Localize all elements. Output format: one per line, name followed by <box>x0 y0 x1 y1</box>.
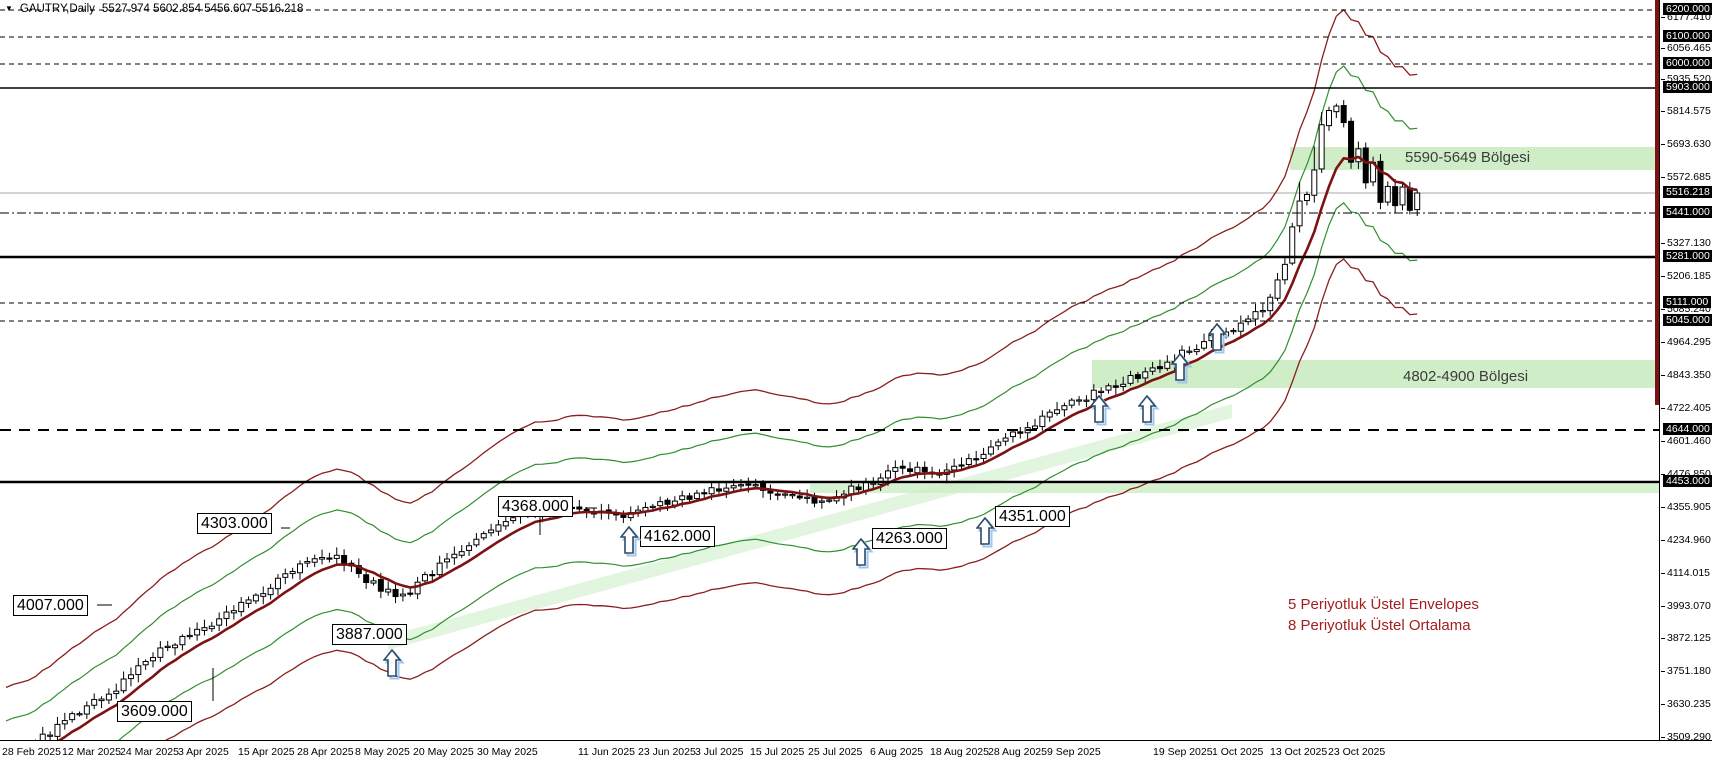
up-arrow-icon[interactable] <box>1170 352 1193 390</box>
price-tick-label: 5814.575 <box>1661 105 1711 117</box>
price-tick-label: 4601.460 <box>1661 435 1711 447</box>
price-tick-label: 3872.125 <box>1661 632 1711 644</box>
price-callout[interactable]: 4263.000 <box>872 528 947 549</box>
price-tick-label: 3630.235 <box>1661 698 1711 710</box>
price-tick-label: 5693.630 <box>1661 138 1711 150</box>
up-arrow-icon[interactable] <box>975 516 998 554</box>
price-level-label: 5281.000 <box>1663 250 1712 262</box>
axis-edge-marker <box>1655 0 1659 405</box>
price-level-label: 5441.000 <box>1663 206 1712 218</box>
support-band[interactable] <box>810 484 1659 493</box>
indicator-legend: 5 Periyotluk Üstel Envelopes 8 Periyotlu… <box>1288 594 1479 636</box>
date-label: 19 Sep 2025 <box>1153 746 1213 758</box>
price-tick-label: 4843.350 <box>1661 369 1711 381</box>
date-label: 13 Oct 2025 <box>1270 746 1328 758</box>
price-tick-label: 5206.185 <box>1661 270 1711 282</box>
date-label: 28 Feb 2025 <box>2 746 61 758</box>
date-label: 12 Mar 2025 <box>62 746 121 758</box>
date-label: 28 Aug 2025 <box>988 746 1047 758</box>
price-callout[interactable]: 3887.000 <box>332 624 407 645</box>
chart-plot-area[interactable] <box>0 0 1659 740</box>
symbol-period-label: GAUTRY,Daily <box>19 3 95 15</box>
price-axis[interactable]: 6177.410 6056.465 5935.520 5814.575 5693.630… <box>1659 0 1712 743</box>
date-label: 24 Mar 2025 <box>120 746 179 758</box>
up-arrow-icon[interactable] <box>1089 394 1112 432</box>
price-level-label: 6100.000 <box>1663 30 1712 42</box>
price-level-label: 5111.000 <box>1663 296 1712 308</box>
price-tick-label: 4964.295 <box>1661 336 1711 348</box>
price-tick-label: 4114.015 <box>1660 567 1711 579</box>
date-label: 30 May 2025 <box>477 746 538 758</box>
envelope-lower-inner <box>118 202 1418 740</box>
price-callout[interactable]: 4162.000 <box>640 526 715 547</box>
price-level-label: 4644.000 <box>1663 423 1712 435</box>
price-callout[interactable]: 4303.000 <box>197 513 272 534</box>
chart-title: ▼ GAUTRY,Daily 5527.974 5602.854 5456.60… <box>5 3 303 15</box>
ohlc-values: 5527.974 5602.854 5456.607 5516.218 <box>101 3 304 15</box>
date-label: 23 Oct 2025 <box>1328 746 1386 758</box>
date-label: 15 Apr 2025 <box>238 746 295 758</box>
price-callout[interactable]: 4368.000 <box>498 496 573 517</box>
date-label: 6 Aug 2025 <box>870 746 924 758</box>
up-arrow-icon[interactable] <box>1207 322 1230 360</box>
time-axis[interactable]: 28 Feb 2025 12 Mar 2025 24 Mar 2025 3 Apr 2… <box>0 740 1712 766</box>
price-level-label: 6200.000 <box>1663 3 1712 15</box>
date-label: 25 Jul 2025 <box>808 746 863 758</box>
envelope-lower-outer <box>165 258 1418 740</box>
zone-label[interactable]: 5590-5649 Bölgesi <box>1405 149 1531 166</box>
zone-label[interactable]: 4802-4900 Bölgesi <box>1403 368 1529 385</box>
up-arrow-icon[interactable] <box>619 525 642 563</box>
date-label: 28 Apr 2025 <box>297 746 354 758</box>
date-label: 3 Apr 2025 <box>178 746 229 758</box>
indicator-legend-ma: 8 Periyotluk Üstel Ortalama <box>1288 617 1471 634</box>
price-callout[interactable]: 3609.000 <box>117 701 192 722</box>
price-tick-label: 5572.685 <box>1661 171 1711 183</box>
date-label: 18 Aug 2025 <box>930 746 989 758</box>
moving-average-line <box>57 155 1418 740</box>
up-arrow-icon[interactable] <box>382 648 405 686</box>
indicator-legend-envelopes: 5 Periyotluk Üstel Envelopes <box>1288 596 1479 613</box>
price-level-label: 4453.000 <box>1663 475 1712 487</box>
price-tick-label: 4234.960 <box>1661 534 1711 546</box>
date-label: 20 May 2025 <box>413 746 474 758</box>
date-label: 3 Jul 2025 <box>695 746 744 758</box>
date-label: 15 Jul 2025 <box>750 746 805 758</box>
price-tick-label: 5327.130 <box>1661 237 1711 249</box>
date-label: 11 Jun 2025 <box>578 746 636 758</box>
price-tick-label: 4355.905 <box>1661 501 1711 513</box>
price-tick-label: 4722.405 <box>1661 402 1711 414</box>
price-level-label: 6000.000 <box>1663 57 1712 69</box>
up-arrow-icon[interactable] <box>1137 394 1160 432</box>
price-tick-label: 3993.070 <box>1661 600 1711 612</box>
price-tick-label: 6056.465 <box>1661 42 1711 54</box>
price-tick-label: 3751.180 <box>1661 665 1711 677</box>
date-label: 8 May 2025 <box>355 746 410 758</box>
chevron-down-icon[interactable]: ▼ <box>5 4 13 13</box>
up-arrow-icon[interactable] <box>851 537 874 575</box>
trend-band[interactable] <box>388 404 1232 650</box>
price-level-label: 5045.000 <box>1663 314 1712 326</box>
date-label: 9 Sep 2025 <box>1047 746 1101 758</box>
price-callout[interactable]: 4351.000 <box>995 506 1070 527</box>
price-callout[interactable]: 4007.000 <box>13 595 88 616</box>
date-label: 23 Jun 2025 <box>638 746 696 758</box>
price-level-label: 5903.000 <box>1663 81 1712 93</box>
price-level-label: 5516.218 <box>1663 186 1712 198</box>
date-label: 1 Oct 2025 <box>1212 746 1264 758</box>
